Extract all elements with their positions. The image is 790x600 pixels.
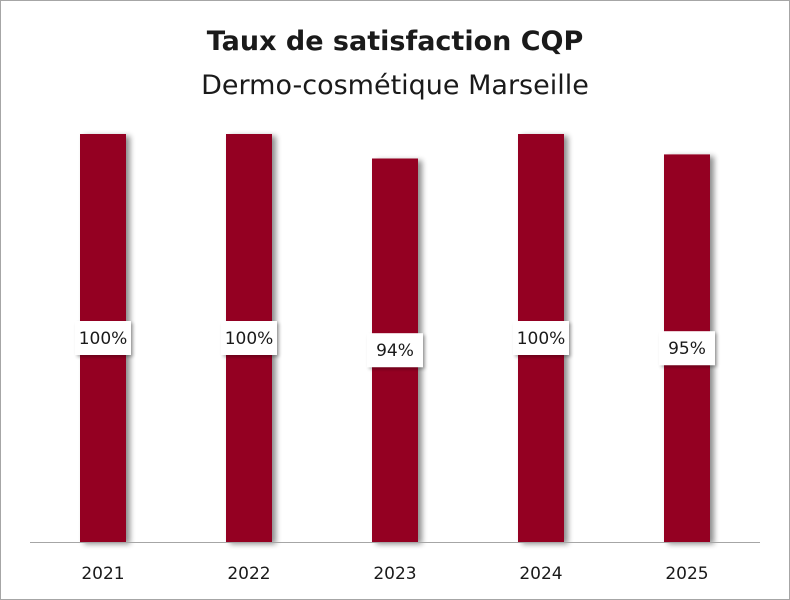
data-label-text: 94% <box>376 341 414 361</box>
x-tick-label: 2024 <box>519 564 562 584</box>
chart-subtitle: Dermo-cosmétique Marseille <box>201 70 589 101</box>
data-label-box <box>367 333 423 368</box>
x-tick-label: 2022 <box>227 564 270 584</box>
data-label-2022: 100% <box>221 321 277 355</box>
x-tick-label: 2021 <box>81 564 124 584</box>
data-label-text: 100% <box>225 329 274 349</box>
data-label-box <box>221 321 277 355</box>
x-tick-label: 2023 <box>373 564 416 584</box>
data-label-box <box>513 321 569 355</box>
data-label-text: 100% <box>79 329 128 349</box>
chart-title: Taux de satisfaction CQP <box>206 26 584 57</box>
data-label-2024: 100% <box>513 321 569 355</box>
x-tick-label: 2025 <box>665 564 708 584</box>
data-label-2023: 94% <box>367 333 423 368</box>
data-label-2021: 100% <box>75 321 131 355</box>
data-label-2025: 95% <box>659 331 715 366</box>
data-label-box <box>75 321 131 355</box>
data-label-text: 100% <box>517 329 566 349</box>
data-label-box <box>659 331 715 366</box>
data-label-text: 95% <box>668 339 706 359</box>
